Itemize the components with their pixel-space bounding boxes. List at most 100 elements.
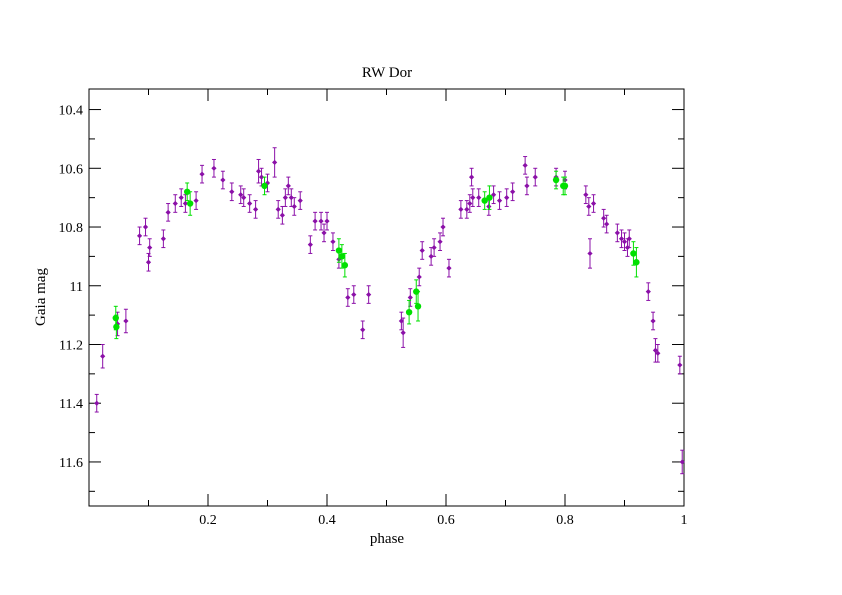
data-point [614, 230, 620, 236]
y-axis: 10.4 10.6 10.8 11 11.2 11.4 11.6 [59, 104, 684, 492]
data-point [341, 261, 349, 269]
data-point [496, 197, 503, 204]
data-point [510, 189, 516, 195]
data-point [650, 318, 656, 324]
data-point [630, 250, 637, 257]
data-point [255, 168, 262, 174]
data-point [211, 165, 217, 171]
data-point [587, 250, 593, 257]
data-point [604, 221, 610, 227]
data-point [652, 347, 659, 353]
data-point [330, 239, 336, 245]
data-point [193, 197, 199, 204]
data-point [470, 195, 476, 201]
data-point [590, 200, 597, 207]
data-point [261, 182, 268, 190]
x-tick-label: 1 [681, 513, 688, 528]
data-point [183, 188, 191, 195]
data-point [282, 195, 288, 201]
y-tick-label: 10.6 [59, 162, 84, 177]
y-axis-label: Gaia mag [33, 268, 49, 326]
x-axis: 0.2 0.4 0.6 0.8 1 [148, 89, 688, 528]
data-point [486, 203, 492, 210]
data-point [338, 253, 346, 260]
data-point [416, 274, 422, 280]
data-point [229, 189, 235, 195]
data-point [583, 192, 589, 198]
y-tick-label: 10.8 [59, 221, 84, 236]
data-point [145, 259, 152, 265]
data-point [522, 162, 528, 168]
data-point [366, 291, 372, 298]
data-point [476, 195, 482, 201]
y-tick-label: 10.4 [59, 104, 84, 119]
data-point [458, 206, 464, 213]
data-point [400, 330, 406, 336]
data-point [318, 218, 324, 224]
data-point [136, 233, 143, 239]
data-point [288, 195, 294, 201]
data-point [178, 195, 184, 201]
data-point [253, 206, 259, 213]
x-tick-label: 0.6 [437, 513, 455, 528]
y-tick-label: 11.2 [59, 338, 83, 353]
data-point [112, 314, 119, 322]
data-point [446, 265, 452, 271]
data-point [182, 200, 188, 207]
data-point [335, 247, 343, 254]
data-point [160, 236, 166, 242]
data-point [345, 294, 351, 301]
data-point [437, 239, 443, 245]
data-point [504, 195, 510, 201]
data-point [285, 183, 291, 189]
chart-title: RW Dor [362, 65, 412, 81]
data-point [524, 183, 530, 189]
data-point [186, 200, 194, 207]
data-point [467, 200, 473, 207]
x-tick-label: 0.8 [556, 513, 574, 528]
plot-frame [88, 88, 685, 507]
data-point [431, 244, 437, 251]
data-point [491, 192, 497, 198]
data-point [199, 171, 205, 177]
data-point [677, 362, 683, 368]
data-point [258, 174, 265, 180]
data-series [94, 147, 685, 475]
data-point [621, 239, 628, 245]
y-tick-label: 11.4 [59, 397, 83, 412]
data-point [172, 200, 178, 207]
series-0 [94, 147, 685, 475]
data-point [428, 253, 434, 259]
data-point [626, 236, 632, 242]
data-point [142, 224, 149, 230]
x-tick-label: 0.2 [199, 513, 217, 528]
data-point [464, 206, 470, 213]
data-point [645, 289, 651, 295]
data-point [220, 177, 226, 183]
series-1 [112, 170, 640, 340]
data-point [468, 174, 475, 180]
data-point [351, 291, 357, 298]
x-axis-label: phase [370, 531, 404, 547]
data-point [486, 194, 493, 201]
y-tick-label: 11 [70, 280, 83, 295]
data-point [321, 230, 327, 236]
data-point [291, 203, 297, 210]
x-tick-label: 0.4 [318, 513, 336, 528]
data-point [360, 327, 366, 333]
data-point [586, 203, 592, 210]
data-point [679, 459, 685, 465]
data-point [405, 308, 413, 316]
data-point [247, 200, 253, 207]
data-point [419, 247, 425, 254]
data-point [272, 159, 278, 166]
data-point [655, 350, 661, 356]
data-point [279, 212, 285, 218]
data-point [532, 174, 538, 180]
data-point [100, 353, 106, 359]
y-tick-label: 11.6 [59, 456, 83, 471]
data-point [297, 197, 303, 204]
data-point [633, 259, 640, 266]
data-point [241, 195, 247, 201]
